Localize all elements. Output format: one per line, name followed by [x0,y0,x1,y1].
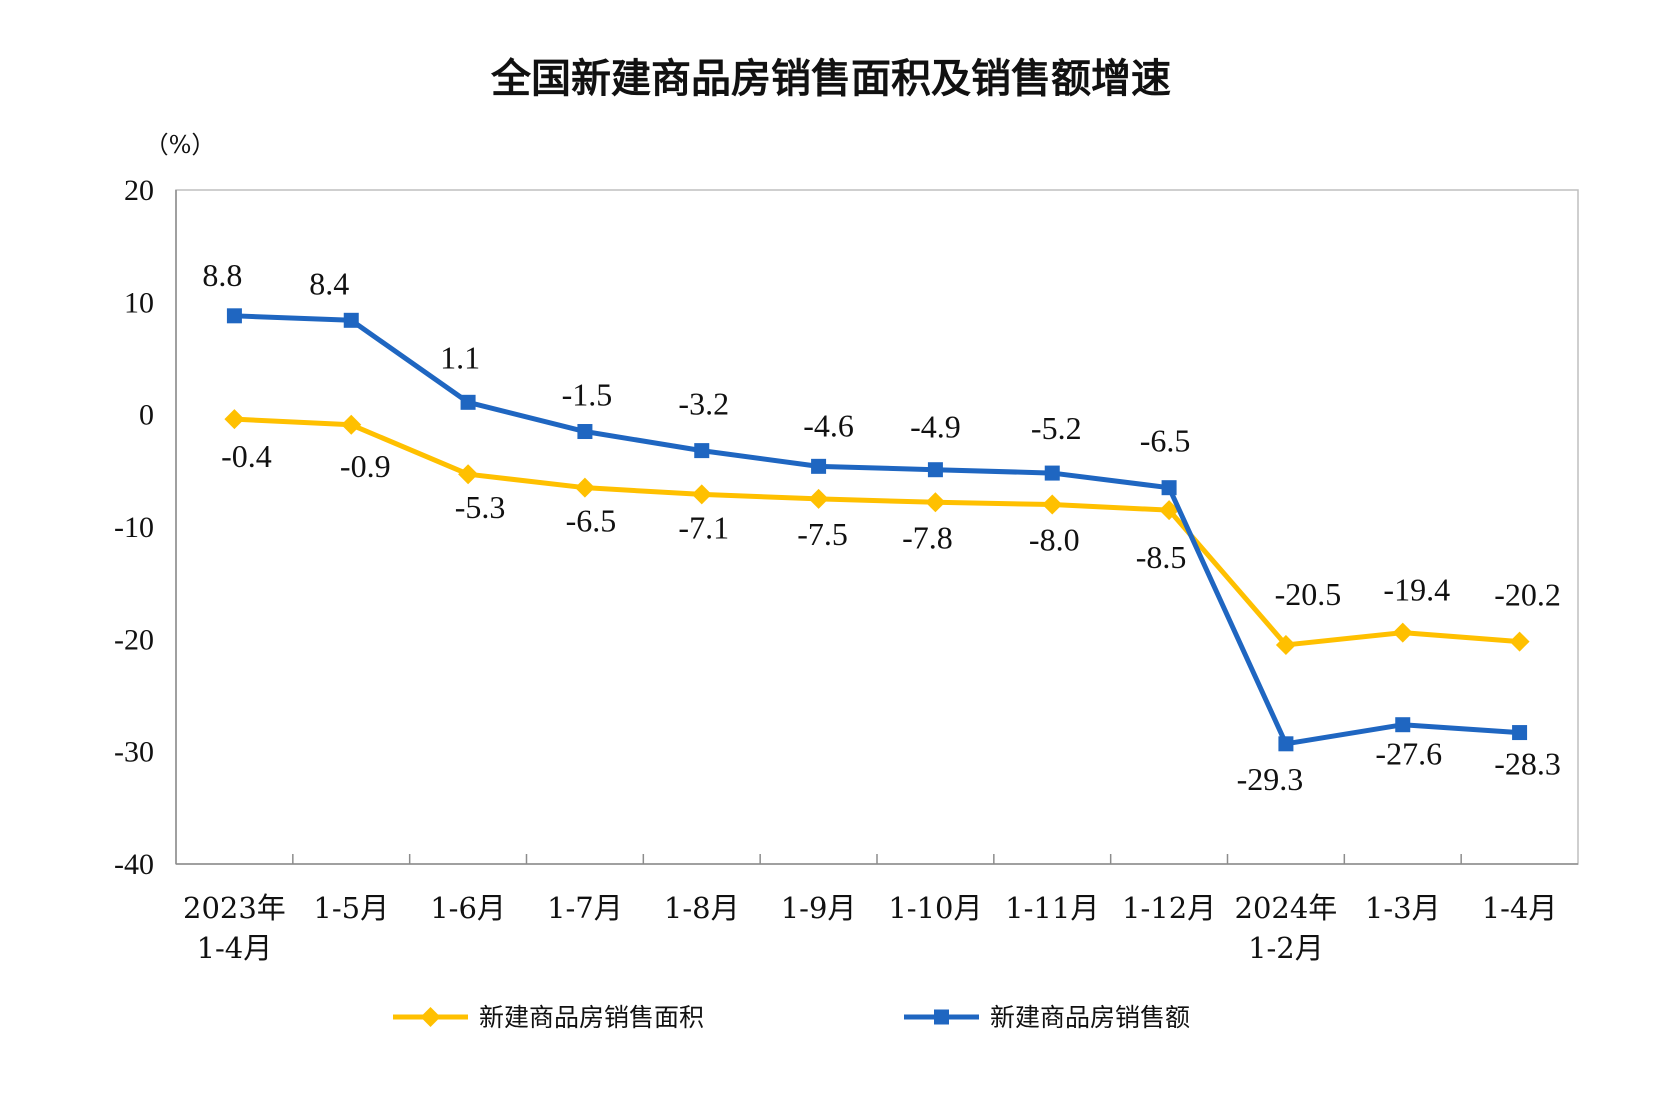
legend-marker [420,1007,441,1027]
data-point-marker [1392,622,1413,643]
y-axis-unit-label: （%） [145,131,216,159]
legend-label: 新建商品房销售额 [990,1003,1190,1032]
plot-area-border [175,189,1579,865]
x-tick-label-line: 1-6月 [430,891,506,925]
data-label: -28.3 [1494,746,1561,782]
x-tick-label-line: 1-5月 [313,891,389,925]
data-label: -8.5 [1136,539,1187,575]
data-point-marker [1512,725,1528,741]
data-point-marker [811,458,827,474]
x-tick-label-line: 2024年 [1235,891,1338,925]
x-tick-label: 2024年 1-2月 [1235,891,1338,965]
data-label: 1.1 [440,339,480,375]
data-label: -20.5 [1275,576,1342,612]
data-point-marker [343,312,359,328]
x-tick-label-line: 1-4月 [1482,891,1558,925]
data-point-marker [1044,465,1060,481]
data-label: -29.3 [1237,761,1304,797]
data-label: -5.2 [1031,410,1082,446]
x-tick-label-line: 1-7月 [547,891,623,925]
x-tick-label-line: 1-4月 [197,931,273,965]
x-tick-label: 1-7月 [547,891,623,925]
data-point-marker [577,424,593,440]
data-point-marker [927,462,943,478]
x-tick-label: 1-6月 [430,891,506,925]
legend: 新建商品房销售面积 新建商品房销售额 [393,1003,1190,1032]
x-tick-label-line: 1-12月 [1122,891,1216,925]
legend-marker [934,1009,949,1025]
data-label: 8.4 [309,265,349,301]
data-label: -19.4 [1383,572,1450,608]
data-point-marker [691,484,712,505]
data-label: -20.2 [1494,577,1561,613]
data-point-marker [226,308,242,324]
y-tick-label: -30 [114,736,154,769]
data-labels: -0.4 -0.9 -5.3 -6.5 -7.1 -7.5 -7.8 -8.0 -8.5 -20.… [202,257,1560,797]
series-line [234,416,1520,648]
axes: 20 10 0 -10 -20 -30 -40 2023年 1-4月 1-5月 1-6月 1-7月 1-… [114,174,1579,965]
x-tick-label-line: 1-9月 [781,891,857,925]
series-sales-area [224,409,1530,655]
x-tick-label-line: 1-2月 [1248,931,1324,965]
x-tick-label: 1-12月 [1122,891,1216,925]
chart-title: 全国新建商品房销售面积及销售额增速 [490,56,1171,102]
y-tick-label: 0 [139,399,154,432]
series-sales-amount [226,308,1528,752]
series-line [234,313,1520,747]
x-tick-label-line: 1-10月 [888,891,982,925]
data-label: -4.9 [910,409,961,445]
data-point-marker [925,492,946,513]
data-label: -8.0 [1029,522,1080,558]
data-point-marker [1159,500,1180,521]
data-point-marker [1395,717,1411,733]
legend-label: 新建商品房销售面积 [479,1003,704,1032]
data-point-marker [341,414,362,435]
data-label: -4.6 [803,407,854,443]
data-label: -7.5 [797,516,848,552]
data-point-marker [458,464,479,485]
y-tick-label: 20 [124,174,154,207]
legend-item: 新建商品房销售额 [904,1003,1190,1032]
data-point-marker [694,443,710,459]
y-tick-label: -40 [114,848,154,881]
data-label: 8.8 [202,257,242,293]
x-tick-label: 1-10月 [888,891,982,925]
x-tick-label-line: 1-3月 [1365,891,1441,925]
data-point-marker [1275,634,1296,655]
y-tick-label: 10 [124,286,154,319]
x-tick-label: 1-11月 [1005,891,1099,925]
x-tick-label: 1-4月 [1482,891,1558,925]
x-tick-label: 1-9月 [781,891,857,925]
y-tick-label: -10 [114,511,154,544]
x-tick-label-line: 1-11月 [1005,891,1099,925]
x-tick-label: 1-8月 [664,891,740,925]
data-point-marker [1509,631,1530,652]
data-label: -3.2 [678,386,729,422]
data-point-marker [1161,480,1177,496]
data-label: -5.3 [455,489,506,525]
x-tick-label: 2023年 1-4月 [183,891,286,965]
legend-item: 新建商品房销售面积 [393,1003,704,1032]
data-point-marker [1042,494,1063,515]
data-label: -0.9 [340,448,391,484]
y-tick-label: -20 [114,623,154,656]
data-point-marker [1278,736,1294,752]
data-label: -0.4 [221,438,272,474]
data-point-marker [460,394,476,410]
x-tick-label: 1-5月 [313,891,389,925]
x-tick-label-line: 1-8月 [664,891,740,925]
data-label: -6.5 [1140,423,1191,459]
data-label: -7.8 [902,519,953,555]
data-label: -27.6 [1375,736,1442,772]
series-lines [224,308,1530,752]
data-point-marker [224,409,245,430]
data-point-marker [574,477,595,498]
data-point-marker [808,488,829,509]
data-label: -7.1 [678,509,729,545]
x-tick-label-line: 2023年 [183,891,286,925]
data-label: -6.5 [566,503,617,539]
x-tick-label: 1-3月 [1365,891,1441,925]
data-label: -1.5 [562,377,613,413]
